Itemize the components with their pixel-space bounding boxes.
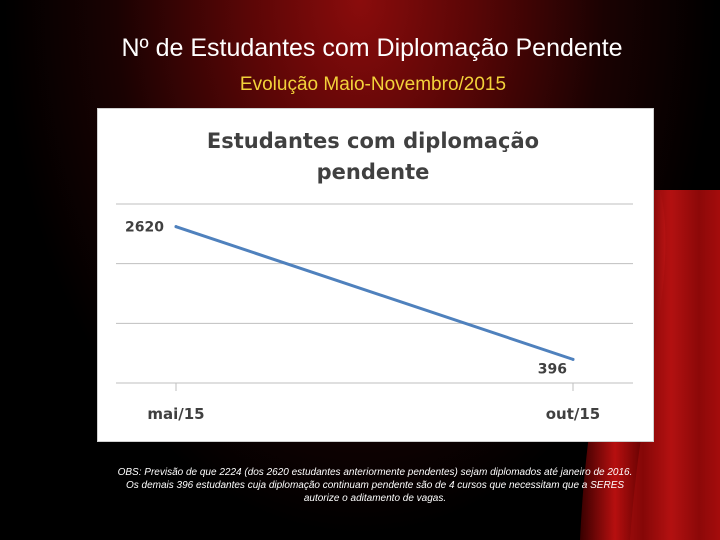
data-point	[571, 357, 575, 361]
data-label: 396	[538, 361, 567, 377]
chart-title-line-2: pendente	[317, 160, 430, 184]
chart-title-line-1: Estudantes com diplomação	[207, 129, 539, 153]
series-line	[174, 225, 575, 361]
footnote: OBS: Previsão de que 2224 (dos 2620 estu…	[117, 467, 633, 504]
x-tick-label: out/15	[546, 405, 601, 423]
slide-title: Nº de Estudantes com Diplomação Pendente	[121, 34, 623, 62]
chart-panel: Estudantes com diplomação pendente mai/1…	[97, 108, 654, 442]
data-point	[174, 225, 178, 229]
x-tick-label: mai/15	[147, 405, 204, 423]
slide-subtitle: Evolução Maio-Novembro/2015	[239, 74, 507, 95]
line-chart: Estudantes com diplomação pendente mai/1…	[116, 129, 633, 423]
data-label: 2620	[125, 220, 164, 236]
